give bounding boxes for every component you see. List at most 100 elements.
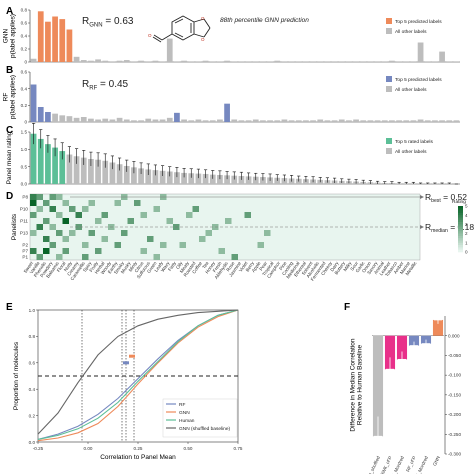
- y-tick-label: 0.4: [21, 86, 28, 91]
- colorbar-segment: [458, 247, 463, 250]
- category-label: RWK_cFP: [379, 455, 393, 474]
- odor-label: Onion: [361, 260, 372, 273]
- bar: [231, 61, 238, 62]
- bar: [267, 61, 273, 62]
- panel-b-chart: 0 0.2 0.4 0.6 RFp(label applies) Top 5 predic…: [3, 70, 460, 125]
- bar: [324, 61, 331, 62]
- heatmap-cell: [56, 230, 63, 236]
- bar: [217, 61, 223, 62]
- bar: [52, 16, 58, 62]
- legend-label-highlight: Top 5 predicted labels: [395, 77, 442, 83]
- oxygen-label-1: O: [201, 16, 205, 21]
- bar: [80, 117, 87, 122]
- bar: [338, 119, 345, 122]
- odor-label: Berry: [245, 260, 256, 272]
- heatmap-cell: [56, 212, 63, 218]
- odor-label: Nutty: [63, 260, 74, 272]
- heatmap-cell: [36, 254, 43, 260]
- bar: [424, 120, 431, 122]
- heatmap-cell: [231, 254, 238, 260]
- bar: [446, 120, 453, 122]
- bar: [410, 120, 417, 122]
- bar: [202, 60, 209, 62]
- y-axis-label: RFp(label applies): [3, 75, 17, 119]
- y-tick-label: 0.6: [21, 21, 28, 26]
- colorbar-segment: [458, 229, 463, 232]
- heatmap-cell: [82, 242, 89, 248]
- y-tick-label: -0.200: [448, 412, 461, 417]
- bar: [195, 173, 202, 184]
- bar: [324, 120, 331, 122]
- row-tick-label: P10: [20, 207, 29, 212]
- y-tick-label: 0.6: [29, 361, 36, 366]
- legend-label-other: All other labels: [395, 29, 427, 35]
- bar: [331, 120, 338, 122]
- bar: [37, 107, 44, 122]
- odor-label: Oily: [175, 260, 184, 270]
- panel-letter-f: F: [344, 302, 350, 313]
- bar: [80, 60, 87, 62]
- bar: [389, 60, 395, 62]
- y-tick-label: 0.8: [21, 8, 28, 13]
- bar: [288, 120, 295, 122]
- heatmap-cell: [75, 212, 82, 218]
- colorbar-segment: [458, 219, 463, 223]
- y-axis-label: GNNp(label applies): [3, 14, 17, 58]
- heatmap-cell: [62, 248, 69, 254]
- legend-label-highlight: Top 5 rated labels: [395, 139, 433, 145]
- series-line: [37, 309, 239, 442]
- bar: [30, 58, 37, 62]
- annotation-arrow: [420, 195, 424, 199]
- heatmap-cell: [75, 224, 82, 230]
- bar: [174, 61, 180, 62]
- bar: [331, 61, 338, 62]
- odor-label: Apple: [251, 260, 262, 273]
- bar: [267, 120, 273, 122]
- bar: [209, 120, 216, 122]
- bar: [303, 120, 309, 122]
- heatmap-cell: [95, 218, 102, 224]
- bar: [303, 61, 309, 62]
- colorbar-tick-label: 1: [465, 240, 468, 245]
- heatmap-cell: [62, 218, 69, 224]
- bar: [59, 151, 66, 184]
- heatmap-cell: [127, 218, 134, 224]
- panel-letter-b: B: [6, 65, 13, 76]
- colorbar-segment: [458, 206, 463, 209]
- bar: [116, 164, 123, 184]
- bar: [109, 119, 116, 122]
- heatmap-cell: [134, 200, 141, 206]
- row-tick-label: P1: [22, 255, 28, 260]
- heatmap-cell: [56, 254, 63, 260]
- y-tick-label: 1.0: [21, 147, 28, 152]
- odor-label: Sweet: [23, 260, 35, 274]
- heatmap-cell: [30, 212, 37, 218]
- bar: [231, 175, 238, 184]
- odor-label: Rose: [225, 260, 236, 272]
- heatmap-cell: [140, 212, 147, 218]
- panel-d-heatmap: P8P10P11P13P2P7P1PanelistsSweetVanillaPh…: [11, 192, 474, 282]
- bar: [166, 38, 173, 62]
- category-label: RF_cFP: [405, 455, 417, 472]
- y-tick-label: 0.2: [21, 103, 28, 108]
- bar: [30, 133, 37, 184]
- heatmap-cell: [153, 254, 160, 260]
- colorbar-segment: [458, 249, 463, 253]
- molecule-structure-icon: [152, 15, 211, 43]
- bar: [66, 29, 73, 62]
- legend-label: GNN (shuffled baseline): [179, 426, 231, 432]
- bar: [367, 120, 374, 122]
- bar: [367, 61, 374, 62]
- bar: [123, 119, 130, 122]
- bar: [109, 61, 116, 62]
- bar: [360, 61, 367, 62]
- bar: [188, 120, 195, 122]
- bar: [116, 60, 123, 62]
- y-tick-label: 0: [24, 120, 27, 125]
- oxygen-label-2: O: [201, 37, 205, 42]
- row-tick-label: P8: [22, 195, 28, 200]
- bar: [238, 176, 245, 184]
- bar: [453, 61, 460, 62]
- legend-swatch-highlight: [386, 76, 392, 82]
- heatmap-cell: [225, 218, 232, 224]
